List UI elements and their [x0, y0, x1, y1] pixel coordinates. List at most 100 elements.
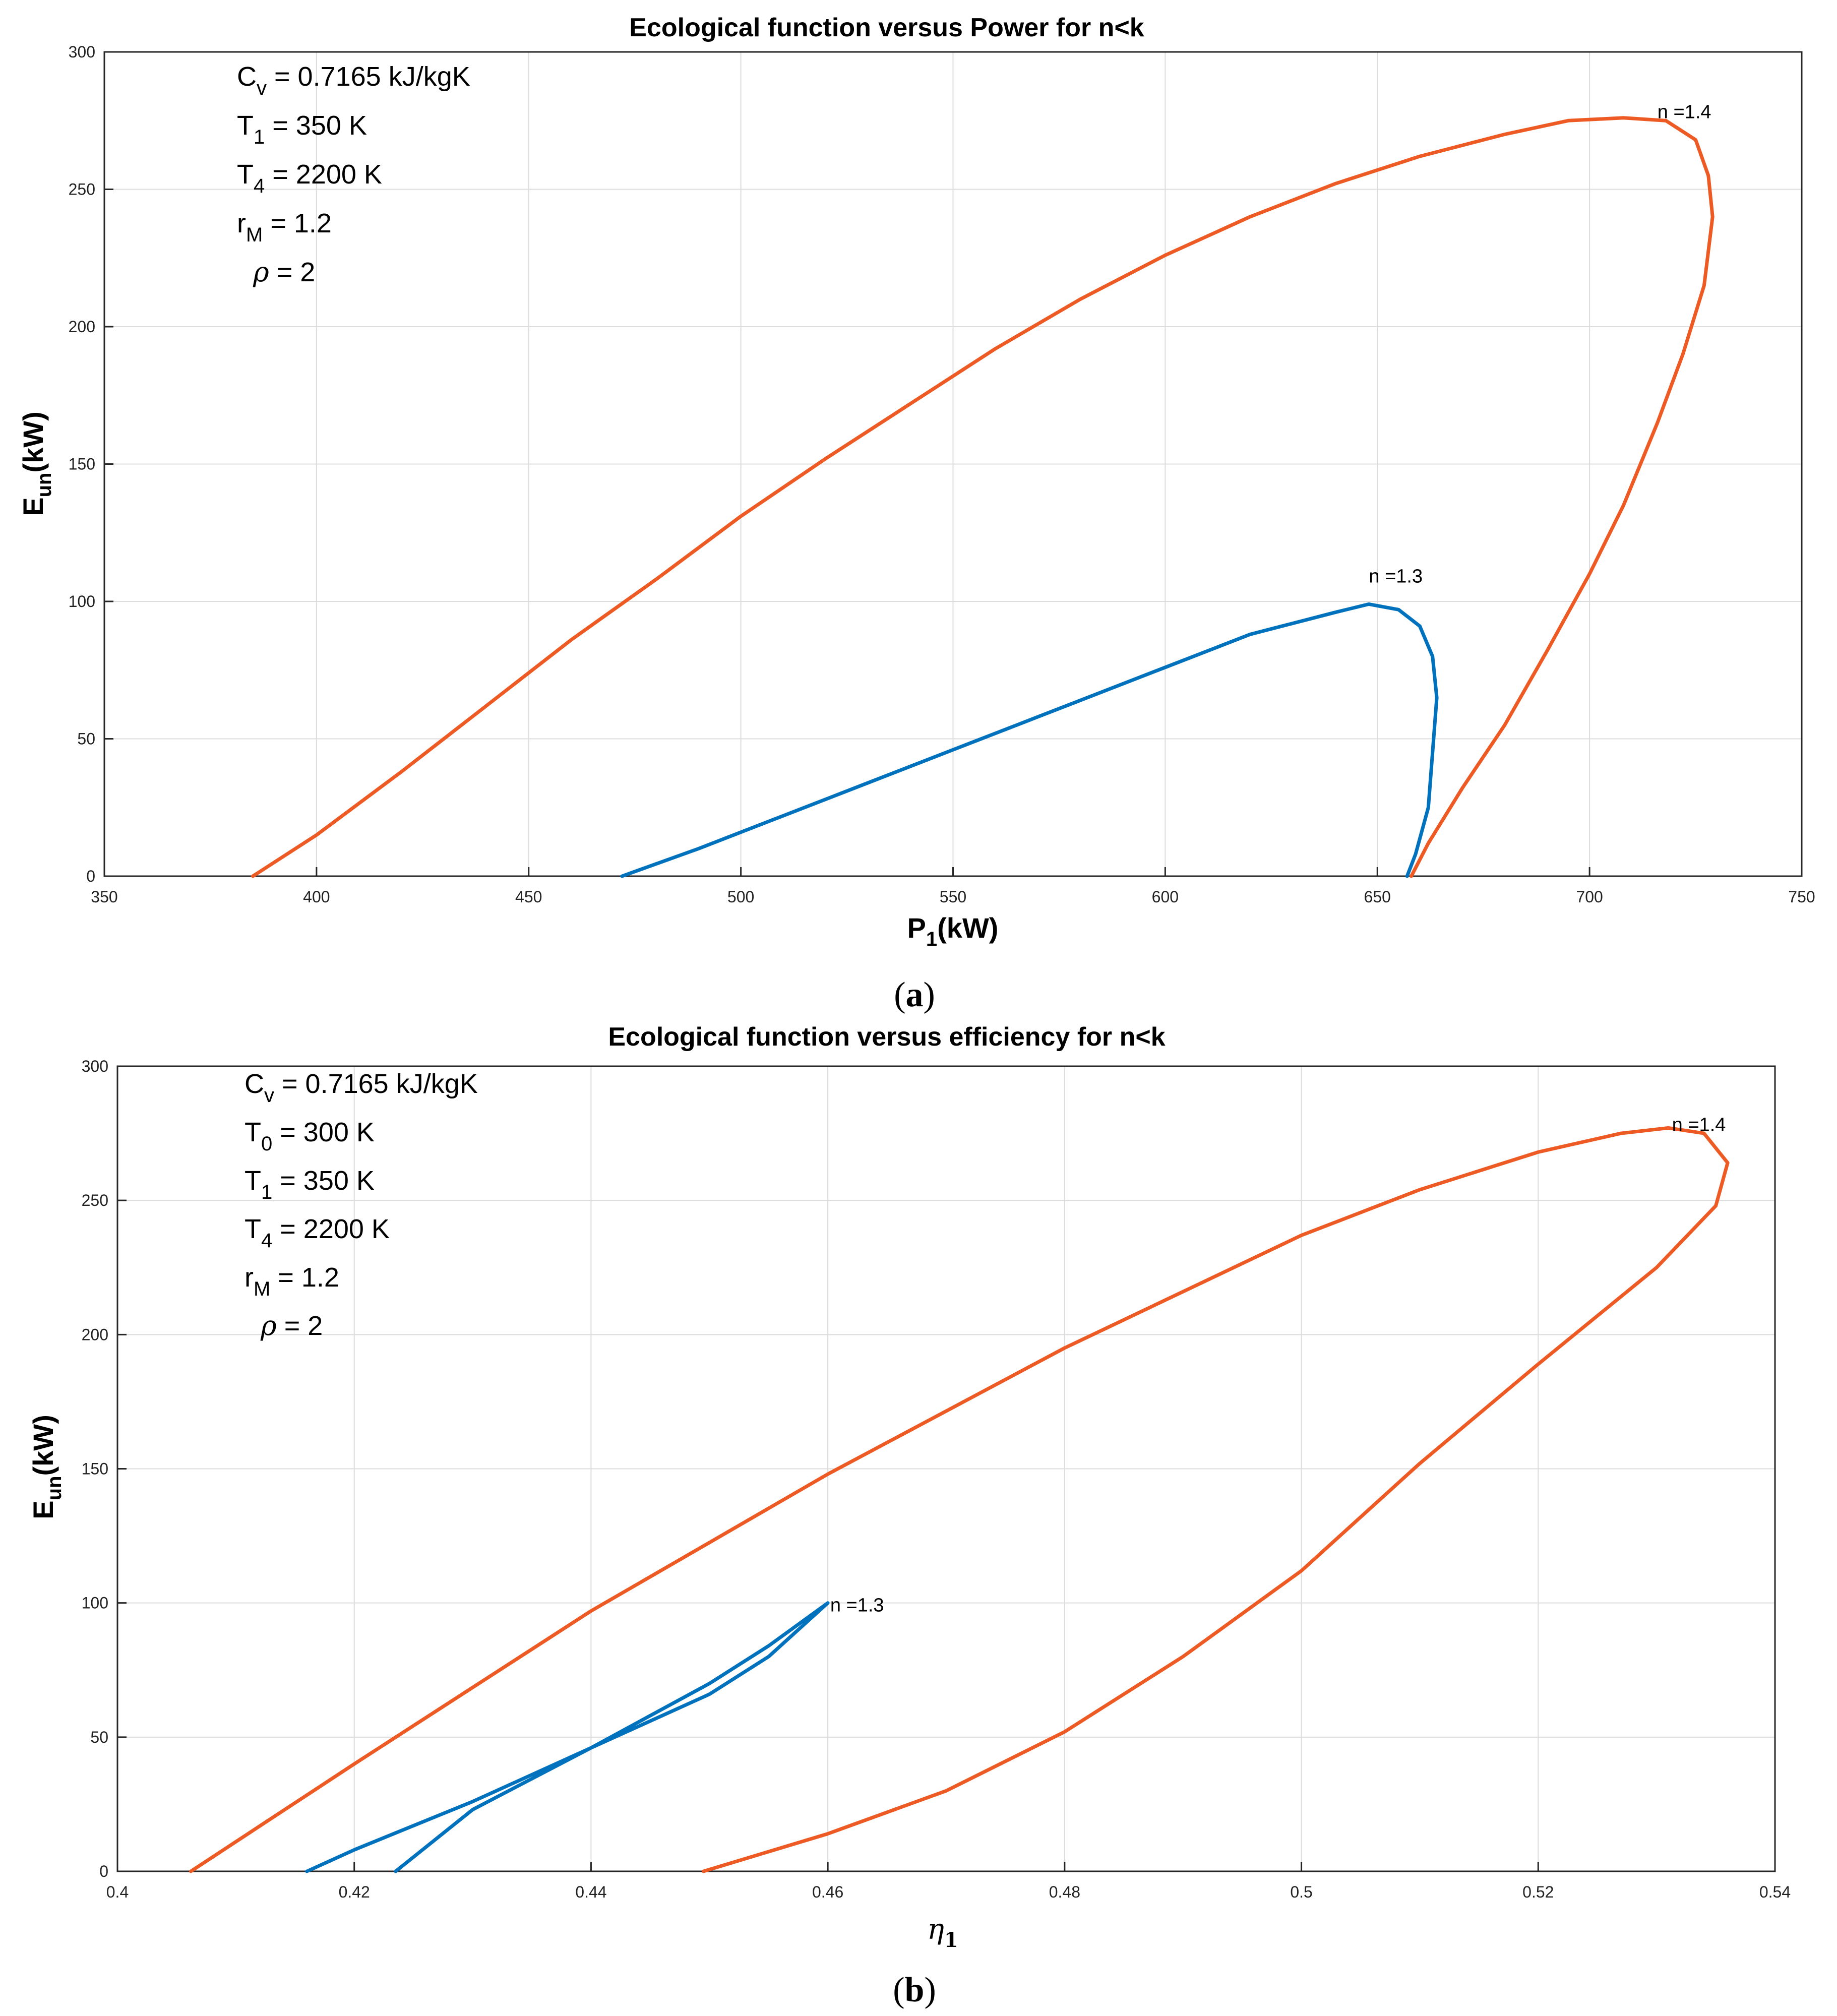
chart-a-series-n14-label: n =1.4: [1658, 101, 1711, 123]
chart-a-parameter-value: = 1.2: [263, 208, 332, 238]
chart-b-parameter-value: = 300 K: [272, 1117, 375, 1147]
chart-a-xlabel: P1(kW): [907, 912, 999, 950]
chart-b-y-tick-label: 50: [90, 1728, 108, 1746]
panel-a: Ecological function versus Power for n<k…: [17, 13, 1815, 1014]
chart-b-title: Ecological function versus efficiency fo…: [608, 1022, 1165, 1052]
chart-a-parameter-subscript: 1: [254, 126, 265, 148]
chart-b-parameter-symbol: T: [244, 1117, 261, 1147]
chart-a-x-tick-label: 700: [1576, 888, 1603, 906]
chart-b-series-n14-label: n =1.4: [1672, 1114, 1726, 1135]
chart-b-y-tick-label: 150: [82, 1460, 108, 1478]
chart-a-parameter-subscript: 4: [254, 175, 265, 197]
chart-b-x-tick-label: 0.48: [1049, 1883, 1080, 1901]
chart-b-parameter-value: = 2: [277, 1311, 323, 1341]
chart-a-series-n14-line: [251, 116, 1714, 878]
chart-a-x-ticks: 350 400 450 500 550 600 650 700 750: [91, 867, 1815, 906]
chart-b-y-tick-label: 0: [99, 1862, 108, 1880]
chart-a-y-ticks: 0 50 100 150 200 250 300: [69, 43, 113, 885]
chart-b-parameter: T4 = 2200 K: [244, 1214, 390, 1252]
chart-a-parameter-subscript: M: [246, 224, 263, 246]
chart-a-parameter: T1 = 350 K: [237, 110, 367, 148]
chart-b-parameter: Cv = 0.7165 kJ/kgK: [244, 1069, 478, 1107]
chart-b-parameter-subscript: M: [254, 1278, 270, 1300]
chart-a-y-tick-label: 150: [69, 455, 95, 473]
chart-b-parameter-subscript: 1: [261, 1181, 272, 1203]
chart-b-parameter: T1 = 350 K: [244, 1166, 375, 1203]
chart-a-series-labels: n =1.3 n =1.4: [1369, 101, 1711, 587]
chart-b-parameter-symbol: C: [244, 1069, 264, 1099]
chart-b-series-n13-label: n =1.3: [830, 1595, 884, 1616]
chart-b-parameter-subscript: 4: [261, 1230, 272, 1252]
chart-b-y-ticks: 0 50 100 150 200 250 300: [82, 1057, 127, 1880]
chart-b-parameter: T0 = 300 K: [244, 1117, 375, 1155]
chart-a-parameter: T4 = 2200 K: [237, 159, 382, 197]
chart-a-parameter-symbol: C: [237, 62, 257, 92]
chart-a-parameter-symbol: T: [237, 159, 254, 190]
chart-a-series: [251, 116, 1714, 878]
chart-a-title: Ecological function versus Power for n<k: [629, 13, 1144, 42]
chart-b-x-tick-label: 0.52: [1522, 1883, 1554, 1901]
chart-b-parameter-subscript: 0: [261, 1133, 272, 1155]
chart-b-parameter: rM = 1.2: [244, 1262, 339, 1300]
chart-a-y-tick-label: 100: [69, 592, 95, 610]
chart-a-x-tick-label: 400: [303, 888, 330, 906]
chart-b-parameter-value: = 2200 K: [272, 1214, 390, 1244]
chart-b-y-tick-label: 300: [82, 1057, 108, 1075]
chart-a-x-tick-label: 450: [515, 888, 542, 906]
chart-b-x-tick-label: 0.44: [575, 1883, 606, 1901]
chart-b-parameter: ρ = 2: [260, 1310, 323, 1341]
chart-a-x-tick-label: 650: [1364, 888, 1391, 906]
chart-a-y-tick-label: 250: [69, 180, 95, 199]
chart-a-y-tick-label: 50: [77, 730, 95, 748]
chart-a-x-tick-label: 600: [1152, 888, 1179, 906]
chart-b-y-tick-label: 250: [82, 1191, 108, 1209]
chart-b-parameter-value: = 350 K: [272, 1166, 375, 1196]
chart-a-y-tick-label: 200: [69, 318, 95, 336]
chart-b-x-tick-label: 0.46: [812, 1883, 843, 1901]
chart-b-xlabel: η1: [927, 1913, 958, 1952]
chart-a-parameter: rM = 1.2: [237, 208, 332, 246]
chart-a-caption: (a): [894, 975, 935, 1014]
chart-a-parameter-symbol: T: [237, 110, 254, 141]
chart-a-parameter-symbol: r: [237, 208, 246, 238]
chart-b-series-n13-line: [305, 1601, 830, 1873]
chart-b-parameter-value: = 0.7165 kJ/kgK: [274, 1069, 478, 1099]
chart-a-y-tick-label: 0: [86, 867, 95, 885]
chart-a-parameter-value: = 2200 K: [265, 159, 382, 190]
panel-b: Ecological function versus efficiency fo…: [27, 1022, 1791, 2009]
chart-a-parameter-value: = 0.7165 kJ/kgK: [267, 62, 470, 92]
chart-b-caption: (b): [893, 1971, 936, 2009]
chart-b-series: [189, 1126, 1730, 1873]
chart-b-y-tick-label: 100: [82, 1594, 108, 1612]
chart-b-parameter-symbol: r: [244, 1262, 254, 1293]
chart-b-parameter-value: = 1.2: [270, 1262, 339, 1293]
chart-a-parameter: Cv = 0.7165 kJ/kgK: [237, 62, 470, 99]
chart-a-parameter-subscript: v: [257, 77, 267, 99]
chart-a-ylabel: Eun(kW): [17, 411, 55, 516]
chart-a-x-tick-label: 750: [1788, 888, 1815, 906]
chart-b-series-labels: n =1.3 n =1.4: [830, 1114, 1726, 1616]
chart-b-parameter-subscript: v: [264, 1084, 274, 1107]
chart-b-series-n14-line: [189, 1126, 1730, 1873]
chart-b-x-ticks: 0.4 0.42 0.44 0.46 0.48 0.5 0.52 0.54: [106, 1862, 1791, 1901]
chart-a-x-tick-label: 500: [727, 888, 754, 906]
chart-a-y-tick-label: 300: [69, 43, 95, 61]
chart-a-x-tick-label: 350: [91, 888, 117, 906]
chart-b-x-tick-label: 0.5: [1290, 1883, 1312, 1901]
chart-a-x-tick-label: 550: [940, 888, 966, 906]
chart-a-parameter-value: = 2: [269, 257, 316, 287]
chart-a-parameter-value: = 350 K: [265, 110, 367, 141]
chart-b-x-tick-label: 0.4: [106, 1883, 129, 1901]
chart-a-parameter: ρ = 2: [253, 256, 315, 288]
chart-b-parameter-symbol: T: [244, 1214, 261, 1244]
chart-b-y-tick-label: 200: [82, 1325, 108, 1343]
chart-b-parameter-symbol: T: [244, 1166, 261, 1196]
chart-a-series-n13-label: n =1.3: [1369, 566, 1423, 587]
chart-a-series-n13-line: [620, 602, 1439, 878]
chart-b-x-tick-label: 0.42: [339, 1883, 370, 1901]
chart-a-parameter-symbol: ρ: [253, 256, 269, 288]
chart-b-parameter-symbol: ρ: [260, 1310, 277, 1341]
